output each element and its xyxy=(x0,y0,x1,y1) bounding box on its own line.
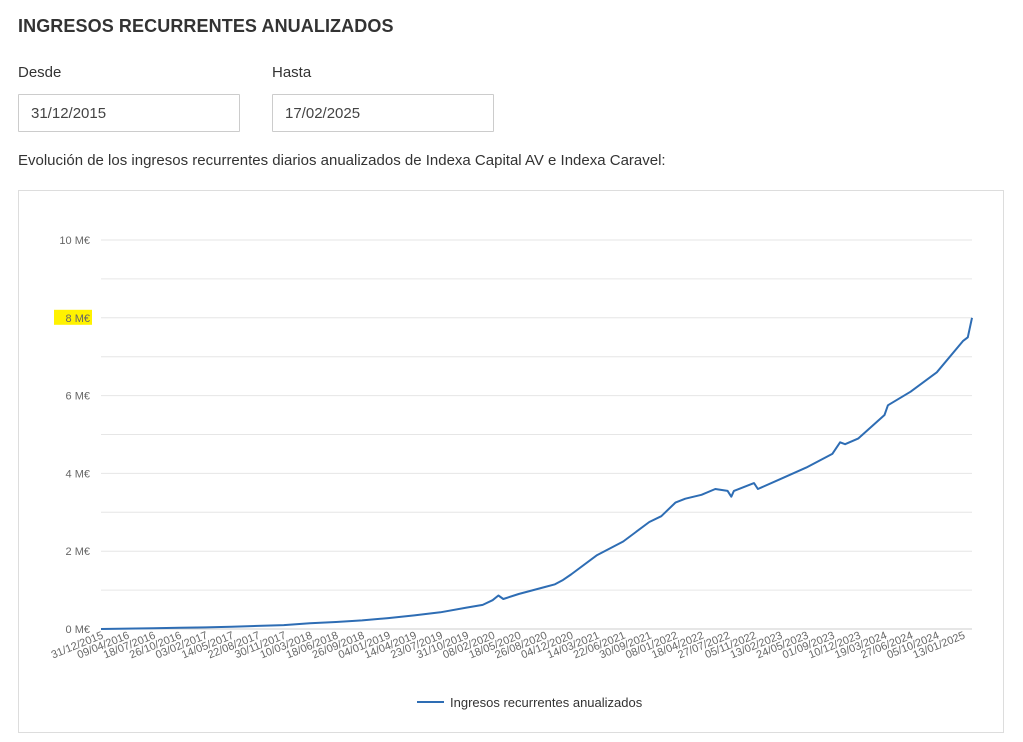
chart-legend[interactable]: Ingresos recurrentes anualizados xyxy=(417,695,643,710)
to-date-label: Hasta xyxy=(272,64,312,81)
to-date-input[interactable] xyxy=(272,94,494,132)
chart-container: 0 M€ 2 M€ 4 M€ 6 M€ 8 M€ 10 M€ 31/12/2015 09/0… xyxy=(18,190,1004,733)
from-date-input[interactable] xyxy=(18,94,240,132)
ytick-highlight xyxy=(54,309,92,325)
page-title: INGRESOS RECURRENTES ANUALIZADOS xyxy=(18,16,394,36)
series-line-ingresos xyxy=(100,317,973,630)
from-date-label: Desde xyxy=(18,64,62,81)
legend-label: Ingresos recurrentes anualizados xyxy=(450,695,643,710)
chart-description: Evolución de los ingresos recurrentes di… xyxy=(18,152,666,169)
y-tick-label: 4 M€ xyxy=(66,468,90,480)
y-tick-label: 0 M€ xyxy=(66,624,90,636)
y-tick-label: 2 M€ xyxy=(66,546,90,558)
y-tick-label: 10 M€ xyxy=(59,235,90,247)
revenue-line-chart: 0 M€2 M€4 M€6 M€8 M€10 M€ 31/12/201509/0… xyxy=(50,235,973,710)
y-tick-label: 6 M€ xyxy=(66,391,90,403)
y-tick-label: 8 M€ xyxy=(66,313,90,325)
